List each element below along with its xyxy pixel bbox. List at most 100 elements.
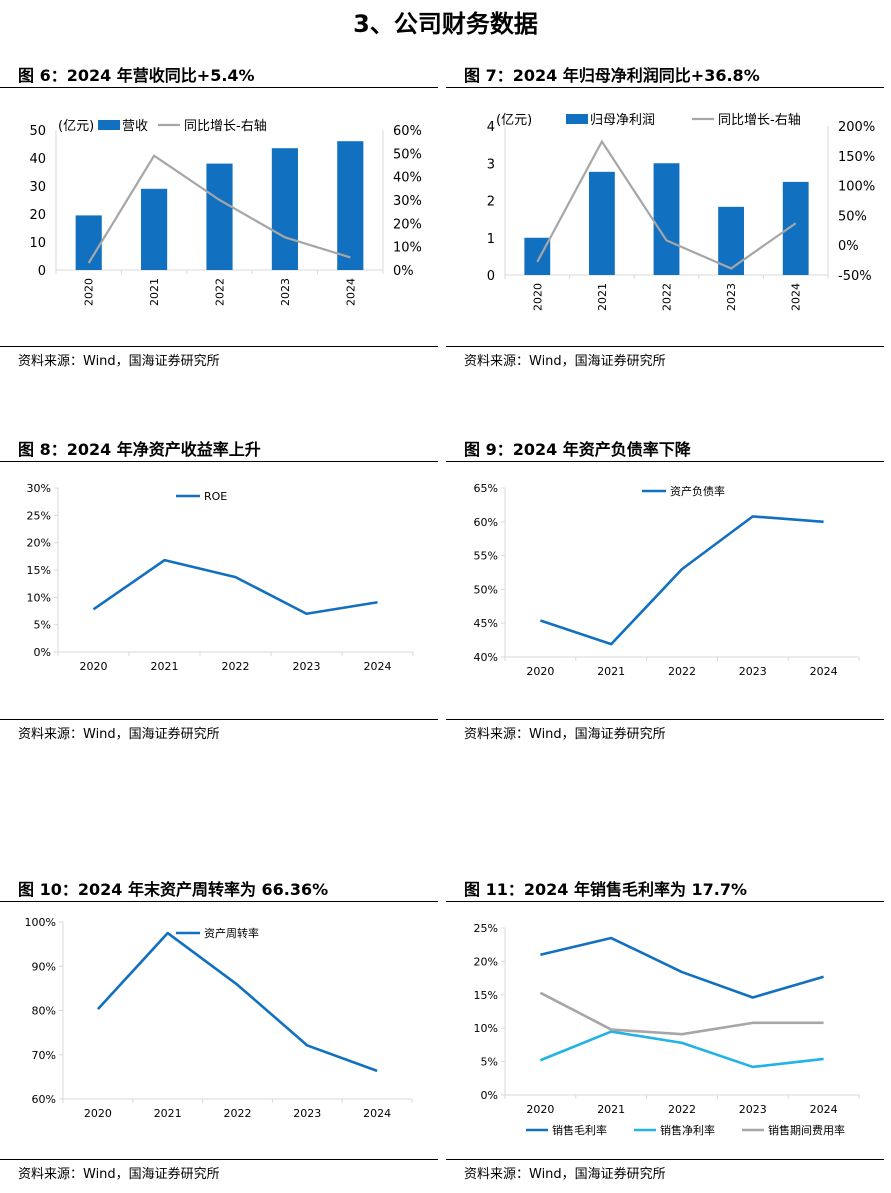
- legend-swatch: [566, 114, 588, 124]
- y2-tick-label: 0%: [393, 264, 414, 279]
- x-tick-label: 2022: [668, 1103, 696, 1116]
- growth-line: [87, 154, 351, 264]
- y-tick-label: 3: [487, 157, 495, 172]
- asset-turnover-chart: 60% 70% 80% 90% 100% 2020 2021 2022 2023 2024 资产周转…: [25, 916, 413, 1120]
- figure-10-panel: 图 10：2024 年末资产周转率为 66.36% 60% 70% 80% 90% 10…: [0, 876, 438, 1186]
- source-rule: [0, 346, 438, 347]
- y2-tick-label: 100%: [838, 180, 875, 195]
- y-tick-label: 30%: [27, 482, 51, 495]
- legend-label: 销售毛利率: [552, 1123, 607, 1137]
- section-heading: 3、公司财务数据: [353, 10, 538, 38]
- x-tick-label: 2024: [790, 283, 803, 311]
- y-tick-label: 2: [487, 195, 495, 210]
- legend-label: 销售期间费用率: [768, 1123, 845, 1137]
- x-tick-label: 2021: [154, 1107, 182, 1120]
- source-note: 资料来源：Wind，国海证券研究所: [464, 1167, 666, 1182]
- y-tick-label: 0%: [34, 646, 51, 659]
- legend-label: 营收: [122, 119, 148, 134]
- figure-title: 图 8：2024 年净资产收益率上升: [18, 440, 261, 459]
- source-rule: [0, 719, 438, 720]
- source-note: 资料来源：Wind，国海证券研究所: [18, 354, 220, 369]
- y-tick-label: 15%: [27, 564, 51, 577]
- y-tick-label: 60%: [474, 516, 498, 529]
- series-line: [539, 515, 824, 646]
- roe-chart: 0% 5% 10% 15% 20% 25% 30% 2020 2021 2022 2023 2024 R…: [27, 482, 414, 673]
- figure-9-panel: 图 9：2024 年资产负债率下降 40% 45% 50% 55% 60% 65% 2020…: [446, 436, 884, 742]
- x-tick-label: 2021: [597, 1103, 625, 1116]
- title-rule: [446, 901, 884, 902]
- x-tick-label: 2022: [224, 1107, 252, 1120]
- y2-tick-label: 50%: [838, 209, 867, 224]
- title-rule: [0, 87, 438, 88]
- series-line: [92, 558, 378, 616]
- series-line: [539, 1030, 824, 1069]
- source-rule: [446, 1159, 884, 1160]
- legend-label: 同比增长-右轴: [718, 113, 801, 128]
- source-note: 资料来源：Wind，国海证券研究所: [18, 727, 220, 742]
- y-tick-label: 4: [487, 120, 495, 135]
- bar: [271, 148, 298, 270]
- series-line: [96, 931, 378, 1073]
- legend-label: 资产周转率: [204, 926, 259, 940]
- x-tick-label: 2020: [80, 660, 108, 673]
- x-tick-label: 2023: [739, 1103, 767, 1116]
- legend-label: 销售净利率: [660, 1123, 715, 1137]
- sales-margin-chart: 0% 5% 10% 15% 20% 25% 2020 2021 2022 2023 2024 销售毛利…: [474, 922, 860, 1137]
- x-tick-label: 2024: [364, 660, 392, 673]
- debt-ratio-chart: 40% 45% 50% 55% 60% 65% 2020 2021 2022 2023 2024 资产…: [474, 482, 860, 678]
- x-tick-label: 2020: [84, 1107, 112, 1120]
- legend-label: 归母净利润: [590, 113, 655, 128]
- y-tick-label: 40%: [474, 651, 498, 664]
- x-tick-label: 2024: [344, 278, 357, 306]
- y-tick-label: 10%: [27, 591, 51, 604]
- x-tick-label: 2020: [526, 1103, 554, 1116]
- source-rule: [446, 346, 884, 347]
- x-tick-label: 2022: [661, 283, 674, 311]
- y-tick-label: 15%: [474, 989, 498, 1002]
- title-rule: [0, 901, 438, 902]
- y-tick-label: 20%: [474, 955, 498, 968]
- x-tick-label: 2020: [531, 283, 544, 311]
- figure-8-panel: 图 8：2024 年净资产收益率上升 0% 5% 10% 15% 20% 25% 30% 20…: [0, 436, 438, 742]
- y2-tick-label: 0%: [838, 239, 859, 254]
- y-tick-label: 45%: [474, 617, 498, 630]
- x-tick-label: 2021: [151, 660, 179, 673]
- y-tick-label: 5%: [34, 619, 51, 632]
- y-tick-label: 30: [29, 180, 46, 195]
- bar: [141, 188, 168, 270]
- series-line: [539, 991, 824, 1036]
- x-tick-label: 2020: [526, 665, 554, 678]
- legend-label: ROE: [204, 490, 227, 503]
- x-tick-label: 2023: [739, 665, 767, 678]
- y-tick-label: 55%: [474, 550, 498, 563]
- y2-tick-label: -50%: [838, 269, 872, 284]
- x-tick-label: 2022: [222, 660, 250, 673]
- y-tick-label: 20%: [27, 537, 51, 550]
- y-tick-label: 40: [29, 152, 46, 167]
- x-tick-label: 2020: [83, 278, 96, 306]
- y-tick-label: 50%: [474, 583, 498, 596]
- figure-title: 图 9：2024 年资产负债率下降: [464, 440, 691, 459]
- figure-7-panel: 图 7：2024 年归母净利润同比+36.8% 0 1 2 3 4 -50% 0% 50% 10…: [446, 62, 884, 369]
- series-line: [540, 936, 824, 999]
- title-rule: [0, 461, 438, 462]
- y-tick-label: 65%: [474, 482, 498, 495]
- y2-tick-label: 200%: [838, 120, 875, 135]
- y2-tick-label: 20%: [393, 217, 422, 232]
- y-tick-label: 25%: [474, 922, 498, 935]
- title-rule: [446, 87, 884, 88]
- unit-label: (亿元): [496, 113, 532, 128]
- y2-tick-label: 50%: [393, 147, 422, 162]
- y-tick-label: 0: [487, 269, 495, 284]
- y2-tick-label: 10%: [393, 241, 422, 256]
- source-note: 资料来源：Wind，国海证券研究所: [464, 354, 666, 369]
- revenue-chart: 0 10 20 30 40 50 0% 10% 20% 30% 40% 50% 60% 2020 2021 2…: [29, 119, 422, 306]
- y-tick-label: 60%: [32, 1093, 56, 1106]
- y-tick-label: 0: [38, 264, 46, 279]
- x-tick-label: 2024: [363, 1107, 391, 1120]
- y-tick-label: 70%: [32, 1049, 56, 1062]
- y2-tick-label: 30%: [393, 194, 422, 209]
- y-tick-label: 1: [487, 232, 495, 247]
- bar: [206, 163, 233, 270]
- x-tick-label: 2024: [810, 665, 838, 678]
